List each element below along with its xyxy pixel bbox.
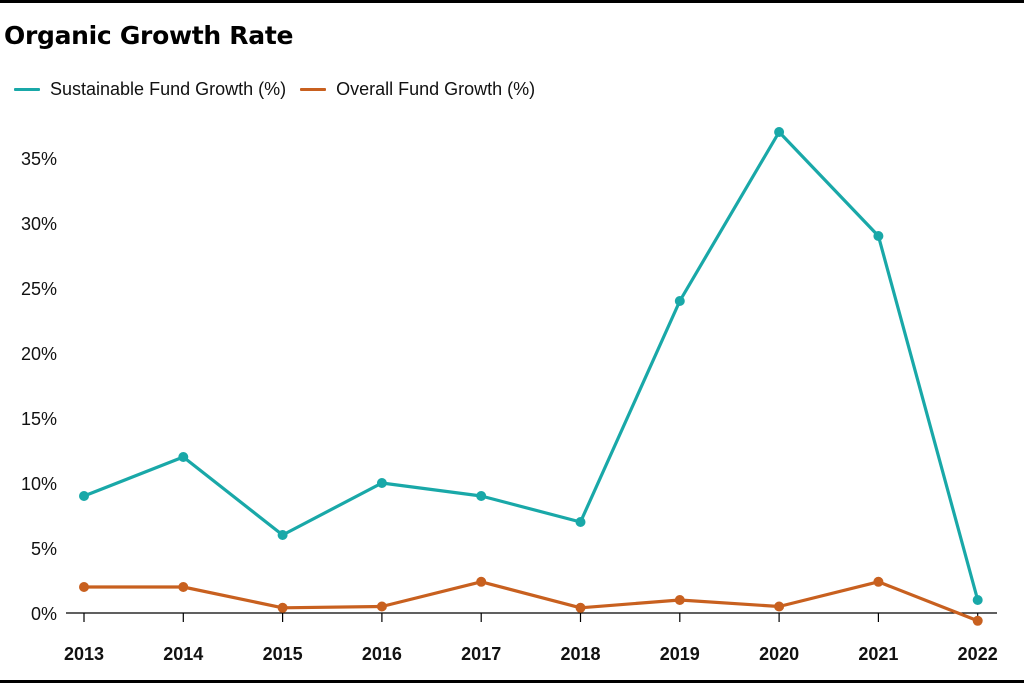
data-point-sustainable — [79, 491, 89, 501]
y-tick-label: 5% — [31, 539, 57, 559]
series-line-overall — [82, 580, 980, 623]
x-tick-label: 2013 — [64, 644, 104, 664]
data-point-sustainable — [873, 231, 884, 241]
data-point-sustainable — [575, 517, 586, 527]
x-tick-label: 2014 — [163, 644, 203, 664]
data-point-sustainable — [774, 127, 785, 137]
data-point-overall — [376, 601, 387, 612]
data-point-overall — [873, 576, 884, 587]
legend-label-overall: Overall Fund Growth (%) — [336, 79, 536, 99]
data-point-overall — [79, 582, 89, 592]
legend-item-overall: Overall Fund Growth (%) — [300, 79, 535, 100]
x-tick-label: 2017 — [461, 644, 501, 664]
data-point-sustainable — [178, 452, 189, 462]
data-point-overall — [178, 582, 189, 592]
data-point-overall — [774, 601, 785, 612]
data-point-overall — [674, 595, 685, 605]
legend-swatch-sustainable — [14, 88, 40, 91]
data-point-sustainable — [972, 595, 983, 605]
y-tick-label: 20% — [21, 344, 57, 364]
y-tick-label: 15% — [21, 409, 57, 429]
x-tick-label: 2022 — [958, 644, 998, 664]
x-tick-label: 2015 — [263, 644, 303, 664]
data-point-sustainable — [674, 296, 685, 306]
x-tick-label: 2018 — [560, 644, 600, 664]
x-tick-label: 2016 — [362, 644, 402, 664]
x-tick-label: 2020 — [759, 644, 799, 664]
data-point-overall — [972, 615, 983, 626]
data-point-overall — [575, 602, 586, 613]
legend-swatch-overall — [300, 88, 327, 91]
y-tick-label: 0% — [31, 604, 57, 624]
series-line-sustainable — [82, 130, 980, 602]
data-point-sustainable — [376, 478, 387, 488]
data-point-overall — [476, 576, 487, 587]
chart-title: Organic Growth Rate — [4, 21, 294, 50]
y-tick-label: 30% — [21, 214, 57, 234]
line-chart-plot: 0% 5% 10% 15% 20% 25% 30% 35% 2013 2014 2015 2016 20… — [21, 127, 998, 664]
y-tick-label: 25% — [21, 279, 57, 299]
data-point-sustainable — [476, 491, 487, 501]
legend-item-sustainable: Sustainable Fund Growth (%) — [14, 79, 286, 100]
legend: Sustainable Fund Growth (%) Overall Fund… — [14, 79, 549, 100]
legend-label-sustainable: Sustainable Fund Growth (%) — [50, 79, 287, 99]
x-tick-label: 2019 — [660, 644, 700, 664]
y-tick-label: 10% — [21, 474, 57, 494]
y-tick-label: 35% — [21, 149, 57, 169]
x-tick-label: 2021 — [858, 644, 898, 664]
data-point-sustainable — [277, 530, 288, 540]
data-point-overall — [277, 602, 288, 613]
